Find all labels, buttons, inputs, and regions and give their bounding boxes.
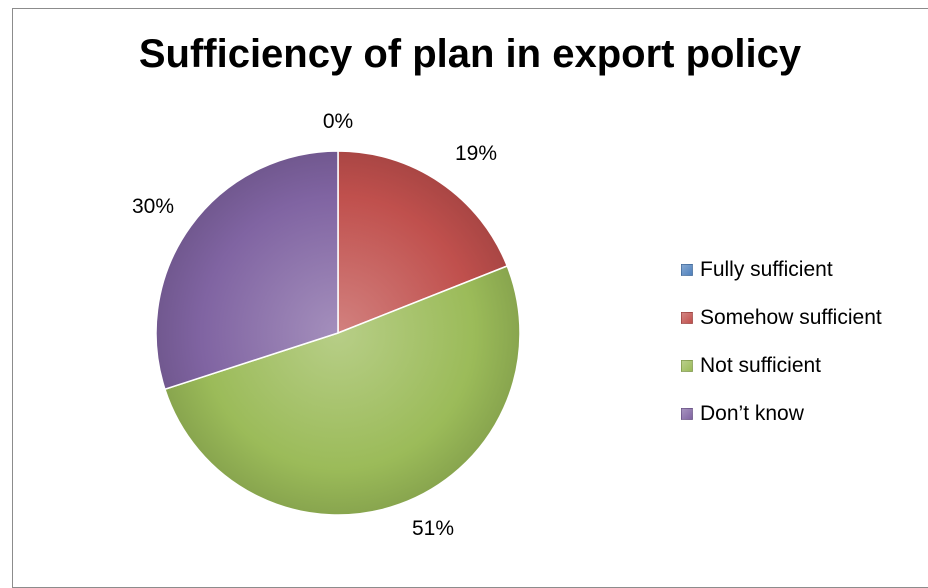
chart-title: Sufficiency of plan in export policy [138, 32, 802, 76]
legend-swatch [681, 360, 693, 372]
legend-item: Not sufficient [681, 342, 882, 390]
legend-label: Don’t know [700, 402, 804, 425]
data-label-not-sufficient: 51% [412, 517, 454, 540]
chart-legend: Fully sufficient Somehow sufficient Not su… [681, 246, 882, 438]
legend-swatch [681, 312, 693, 324]
legend-label: Not sufficient [700, 354, 822, 377]
legend-swatch [681, 408, 693, 420]
data-label-fully-sufficient: 0% [323, 110, 353, 133]
legend-item: Somehow sufficient [681, 294, 882, 342]
legend-item: Don’t know [681, 390, 882, 438]
data-label-somehow-sufficient: 19% [455, 142, 497, 165]
legend-label: Somehow sufficient [700, 306, 882, 329]
pie-chart: 0% 19% 51% 30% [132, 110, 521, 540]
legend-swatch [681, 264, 693, 276]
data-label-don-t-know: 30% [132, 195, 174, 218]
legend-label: Fully sufficient [700, 258, 833, 281]
pie-slice-don-t-know [155, 150, 339, 391]
pie-slice-somehow-sufficient [337, 150, 509, 335]
legend-item: Fully sufficient [681, 246, 882, 294]
pie-slice-not-sufficient [163, 265, 521, 516]
